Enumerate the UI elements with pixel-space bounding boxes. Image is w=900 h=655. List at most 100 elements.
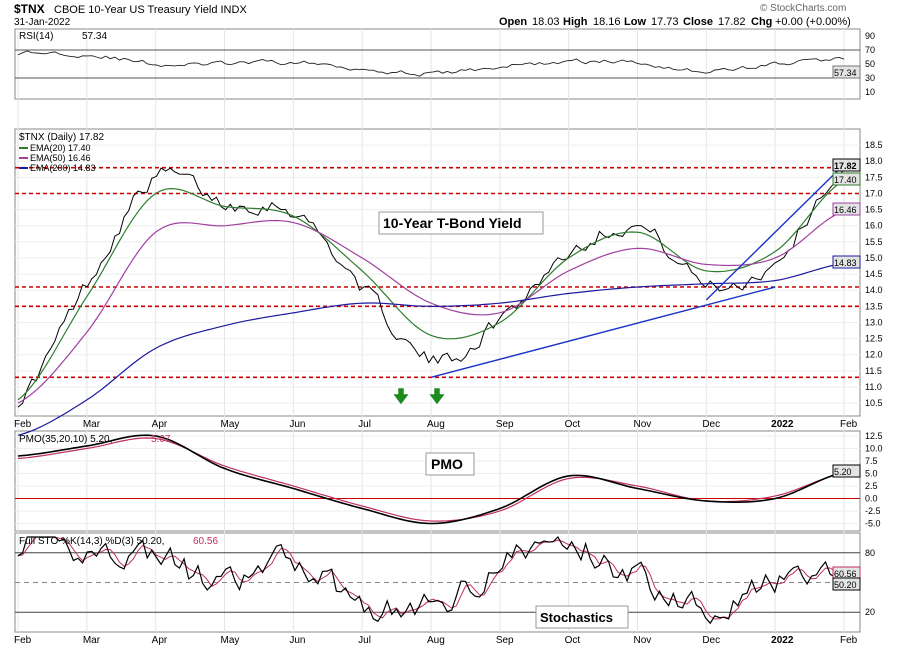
close-value: 17.82 [718, 16, 746, 28]
month-tick-label: Aug [427, 635, 445, 646]
pmo-signal-value: 5.07 [151, 434, 171, 445]
axis-layer: Feb Feb Mar Mar Apr Apr May May Jun Jun Jul Jul Aug A… [14, 31, 883, 646]
pmo-tick-label: 12.5 [865, 431, 883, 441]
close-label: Close [683, 16, 713, 28]
month-tick-label: Jun [289, 419, 305, 430]
ema200-badge-text: 14.83 [834, 258, 857, 268]
month-tick-label: Nov [634, 419, 652, 430]
pmo-tick-label: 7.5 [865, 456, 878, 466]
chart-date: 31-Jan-2022 [14, 17, 71, 28]
annotation-yield: 10-Year T-Bond Yield [383, 215, 522, 231]
month-tick-label: Aug [427, 419, 445, 430]
month-tick-label: Dec [702, 419, 720, 430]
month-tick-label: 2022 [771, 419, 794, 430]
month-tick-label: 2022 [771, 635, 794, 646]
series-layer [15, 49, 860, 625]
sto-k-series [17, 536, 845, 625]
month-tick-label: Mar [83, 419, 101, 430]
price-tick-label: 11.5 [865, 366, 882, 376]
ema20-label: EMA(20) 17.40 [30, 143, 91, 153]
annotation-sto: Stochastics [540, 610, 613, 625]
trendline [705, 163, 845, 301]
month-tick-label: Apr [152, 635, 168, 646]
annotation-box-sto [535, 605, 629, 629]
trendline [430, 286, 776, 378]
rsi-tick-label: 30 [865, 73, 875, 83]
ema200-series [17, 262, 845, 436]
ema200-label: EMA(200) 14.83 [30, 163, 96, 173]
low-value: 17.73 [651, 16, 679, 28]
rsi-tick-label: 50 [865, 59, 875, 69]
price-tick-label: 14.0 [865, 285, 883, 295]
pmo-tick-label: 10.0 [865, 444, 883, 454]
price-tick-label: 15.5 [865, 237, 883, 247]
high-label: High [563, 16, 588, 28]
pmo-tick-label: -5.0 [865, 519, 881, 529]
rsi-panel [14, 28, 861, 100]
pmo-panel [14, 430, 861, 532]
copyright: © StockCharts.com [760, 3, 846, 14]
pmo-tick-label: 2.5 [865, 481, 878, 491]
price-label: $TNX (Daily) 17.82 [19, 132, 104, 143]
month-tick-label: Nov [634, 635, 652, 646]
sto-d-badge-text: 60.56 [834, 569, 857, 579]
month-tick-label: Sep [496, 635, 514, 646]
month-tick-label: May [221, 635, 240, 646]
month-tick-label: Feb [840, 419, 858, 430]
annotation-pmo: PMO [431, 456, 463, 472]
low-label: Low [624, 16, 646, 28]
pmo-label: PMO(35,20,10) 5.20, [19, 434, 112, 445]
price-tick-label: 13.5 [865, 301, 883, 311]
sto-label: Full STO %K(14,3) %D(3) 50.20, [19, 536, 164, 547]
price-tick-label: 16.5 [865, 205, 883, 215]
annotation-box-pmo [425, 452, 475, 476]
chg-value: +0.00 (+0.00%) [775, 16, 851, 28]
rsi-tick-label: 10 [865, 87, 875, 97]
rsi-badge-text: 57.34 [834, 68, 857, 78]
month-tick-label: Feb [14, 419, 32, 430]
sto-signal-value: 60.56 [193, 536, 218, 547]
price-tick-label: 16.0 [865, 221, 883, 231]
rsi-tick-label: 90 [865, 31, 875, 41]
ema20-badge [832, 172, 861, 186]
sto-tick-label: 80 [865, 548, 875, 558]
price-tick-label: 17.5 [865, 172, 883, 182]
ema50-label: EMA(50) 16.46 [30, 153, 91, 163]
symbol: $TNX [14, 2, 45, 16]
ema50-badge [832, 202, 861, 216]
symbol-name: CBOE 10-Year US Treasury Yield INDX [54, 4, 247, 16]
price-tick-label: 13.0 [865, 317, 883, 327]
price-tick-label: 15.0 [865, 253, 883, 263]
pmo-badge-text: 5.20 [834, 467, 852, 477]
month-tick-label: Jul [358, 419, 371, 430]
ema20-badge-text: 17.40 [834, 175, 857, 185]
pmo-tick-label: -2.5 [865, 506, 881, 516]
price-tick-label: 18.0 [865, 156, 883, 166]
month-tick-label: Apr [152, 419, 168, 430]
sto-k-badge-text: 50.20 [834, 580, 857, 590]
price-tick-label: 10.5 [865, 398, 883, 408]
ema50-series [17, 210, 845, 404]
close-badge [832, 158, 861, 172]
month-tick-label: Feb [840, 635, 858, 646]
sto-tick-label: 20 [865, 607, 875, 617]
ema200-badge [832, 255, 861, 269]
price-tick-label: 12.0 [865, 350, 883, 360]
sto-d-series [17, 536, 845, 620]
rsi-series [17, 50, 845, 77]
open-label: Open [499, 16, 527, 28]
up-arrow-icon [429, 388, 445, 405]
price-series [17, 167, 845, 408]
pmo-tick-label: 5.0 [865, 469, 878, 479]
rsi-value: 57.34 [82, 31, 107, 42]
badges: 57.34 17.82 17.40 16.46 14.83 5.20 60.56… [832, 65, 861, 591]
pmo-badge [832, 464, 861, 478]
month-tick-label: Dec [702, 635, 720, 646]
month-tick-label: Jul [358, 635, 371, 646]
pmo-series [17, 434, 845, 525]
ema50-badge-text: 16.46 [834, 205, 857, 215]
rsi-label: RSI(14) [19, 31, 53, 42]
price-tick-label: 18.5 [865, 140, 883, 150]
